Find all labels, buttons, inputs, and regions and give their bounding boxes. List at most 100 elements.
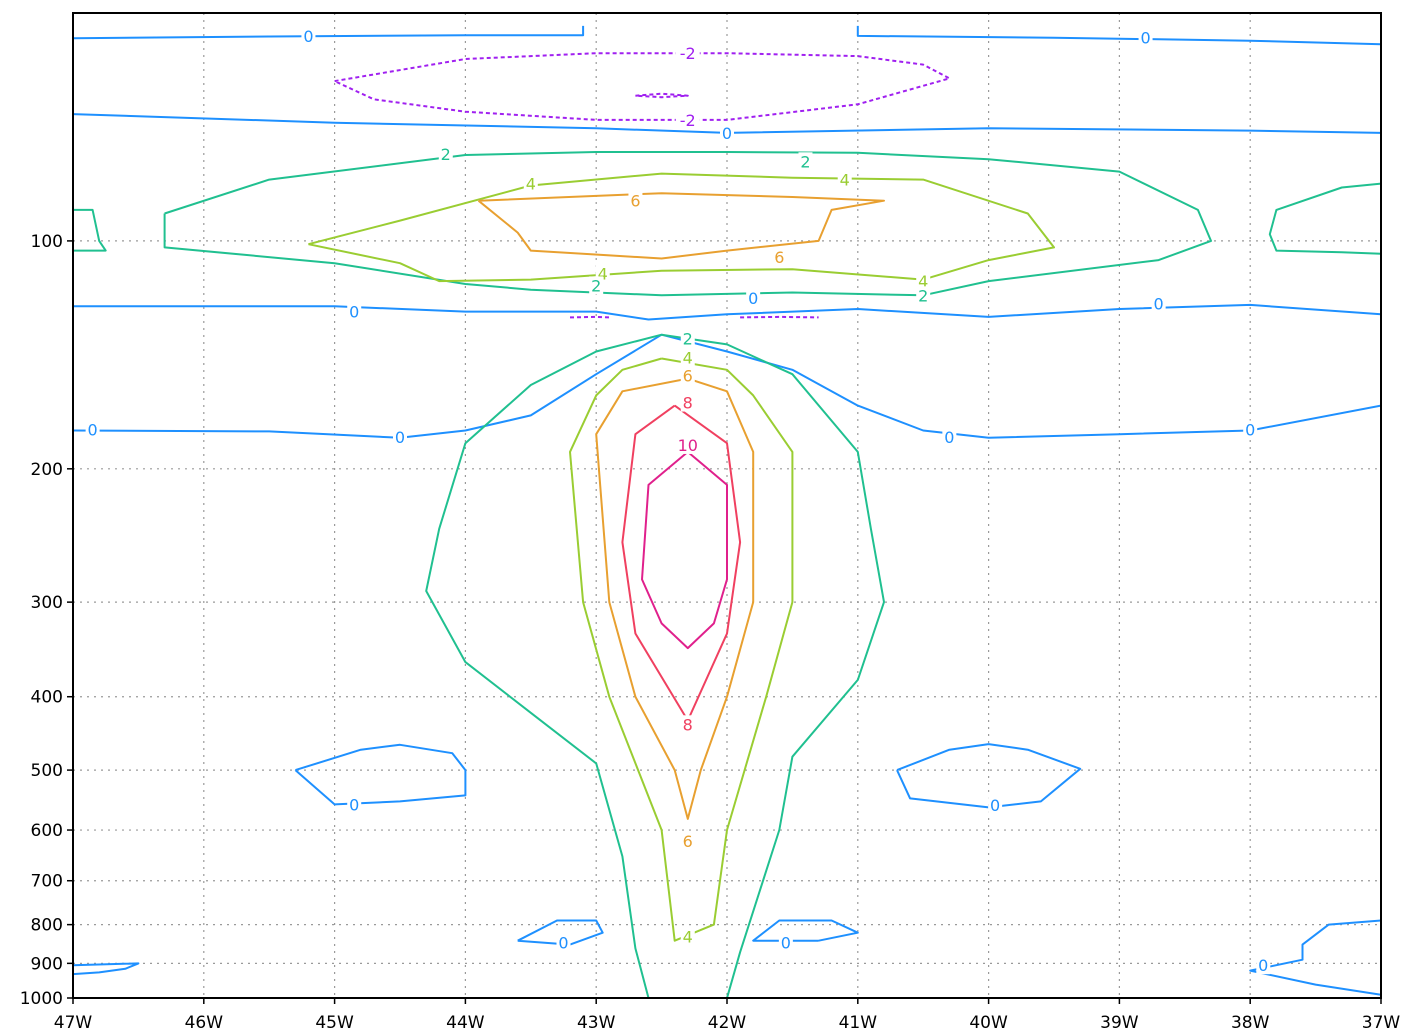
contour-label: 0 [349, 303, 359, 322]
contour-line [308, 172, 1055, 283]
contour-label: 0 [303, 27, 313, 46]
contour-label: 6 [774, 248, 784, 267]
grid-lines [73, 13, 1381, 998]
x-tick-label: 37W [1362, 1013, 1401, 1032]
contour-label-bg [1151, 294, 1166, 313]
contour-label: 10 [678, 436, 698, 455]
contour-label: 2 [591, 276, 601, 295]
contour-label: 0 [1140, 29, 1150, 48]
contour-label-bg [85, 420, 100, 439]
contour-line [856, 25, 1381, 46]
contour-line [163, 151, 1212, 297]
contour-label: 8 [683, 715, 693, 734]
contour-label-bg [798, 152, 813, 171]
contour-label-bg [438, 145, 453, 164]
contour-label: 0 [1258, 956, 1268, 975]
contour-label-bg [680, 348, 695, 367]
contour-line [1268, 182, 1381, 255]
contour-label: 0 [748, 289, 758, 308]
contour-line [425, 333, 662, 998]
contour-label: 6 [683, 832, 693, 851]
contour-line [73, 208, 107, 252]
x-tick-label: 45W [315, 1013, 354, 1032]
contour-label-bg [916, 272, 931, 291]
contour-label: 4 [598, 265, 608, 284]
x-tick-label: 47W [54, 1013, 93, 1032]
contour-label-bg [675, 110, 700, 129]
x-tick-label: 42W [708, 1013, 747, 1032]
contour-label-bg [988, 795, 1003, 814]
y-tick-label: 500 [31, 761, 63, 781]
contour-label: 6 [683, 366, 693, 385]
contour-label-bg [675, 435, 700, 454]
contour-label: 0 [349, 795, 359, 814]
contour-line [595, 377, 755, 820]
y-tick-label: 700 [31, 872, 63, 892]
contour-label-bg [942, 427, 957, 446]
contour-label: 2 [441, 145, 451, 164]
contour-line [73, 962, 140, 976]
y-tick-label: 600 [31, 821, 63, 841]
contour-label: 2 [918, 286, 928, 305]
y-tick-label: 1000 [20, 989, 63, 1009]
contour-label: 4 [840, 171, 850, 190]
contour-label-bg [680, 329, 695, 348]
contour-label-bg [720, 123, 734, 142]
contour-label: 0 [395, 428, 405, 447]
contour-line [752, 919, 859, 942]
x-tick-label: 39W [1100, 1013, 1139, 1032]
contour-label-bg [675, 44, 700, 63]
contour-label-bg [523, 174, 538, 193]
contour-label: 8 [683, 394, 693, 413]
contour-label-bg [680, 715, 695, 734]
contour-line [334, 52, 951, 121]
contour-label: 4 [526, 175, 536, 194]
contour-line [740, 315, 819, 319]
contour-label-bg [628, 191, 643, 210]
contour-label: 4 [683, 928, 693, 947]
contour-lines [73, 25, 1381, 998]
x-tick-label: 38W [1231, 1013, 1270, 1032]
contour-label: -2 [680, 44, 696, 63]
y-tick-label: 900 [31, 954, 63, 974]
contour-label-bg [1138, 28, 1153, 47]
contour-label: 6 [630, 192, 640, 211]
contour-label-bg [1256, 956, 1271, 975]
contour-label-bg [772, 247, 787, 266]
x-tick-label: 46W [185, 1013, 224, 1032]
contour-line [635, 92, 689, 99]
contour-label: 4 [683, 348, 693, 367]
contour-label-bg [393, 427, 407, 446]
contour-label: 0 [88, 421, 98, 440]
contour-label-bg [347, 302, 362, 321]
y-tick-label: 100 [31, 232, 63, 252]
contour-label: 2 [800, 152, 810, 171]
contour-line [896, 743, 1082, 809]
contour-label-bg [301, 26, 316, 45]
contour-label: 0 [944, 428, 954, 447]
x-tick-label: 40W [969, 1013, 1008, 1032]
y-tick-label: 800 [31, 916, 63, 936]
contour-label-bg [778, 933, 793, 952]
contour-line [1249, 919, 1381, 996]
contour-label: 2 [683, 329, 693, 348]
contour-label-bg [680, 393, 695, 412]
contour-label: 0 [1245, 421, 1255, 440]
contour-label: 0 [722, 124, 732, 143]
y-tick-label: 400 [31, 688, 63, 708]
contour-label-bg [680, 366, 695, 385]
contour-label-bg [837, 170, 852, 189]
contour-line [477, 192, 885, 260]
x-axis: 47W 46W 45W 44W 43W 42W 41W 40W 39W 38W 37W [54, 998, 1401, 1032]
contour-line [641, 451, 728, 650]
y-tick-label: 300 [31, 593, 63, 613]
y-axis: 100 200 300 400 500 600 700 800 900 1000 [20, 232, 73, 1009]
contour-line [73, 25, 585, 40]
y-tick-label: 200 [31, 460, 63, 480]
x-tick-label: 41W [839, 1013, 878, 1032]
contour-line [73, 333, 1381, 439]
contour-label-bg [680, 831, 695, 850]
